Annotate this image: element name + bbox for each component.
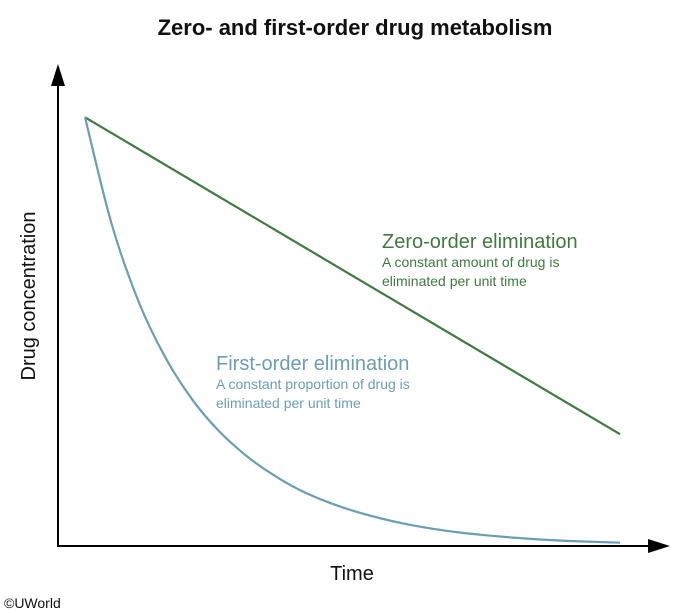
annotation-first-order-line-2: eliminated per unit time (216, 395, 361, 411)
y-axis-arrow (51, 64, 65, 86)
annotation-zero-order-line-1: A constant amount of drug is (382, 254, 559, 270)
axes (51, 64, 670, 553)
series-line-zero-order (84, 116, 621, 436)
x-axis-label: Time (330, 563, 374, 585)
annotation-first-order-line-1: A constant proportion of drug is (216, 376, 410, 392)
x-axis-arrow (648, 539, 670, 553)
series-line-first-order (83, 117, 621, 544)
annotation-zero-order-title: Zero-order elimination (382, 231, 578, 253)
annotation-zero-order-line-2: eliminated per unit time (382, 273, 527, 289)
chart-title: Zero- and first-order drug metabolism (158, 15, 553, 40)
copyright-text: ©UWorld (4, 595, 61, 611)
annotation-first-order-title: First-order elimination (216, 353, 409, 375)
annotation-first-order: First-order elimination A constant propo… (216, 353, 410, 411)
annotation-zero-order: Zero-order elimination A constant amount… (382, 231, 578, 289)
y-axis-label: Drug concentration (18, 212, 40, 381)
